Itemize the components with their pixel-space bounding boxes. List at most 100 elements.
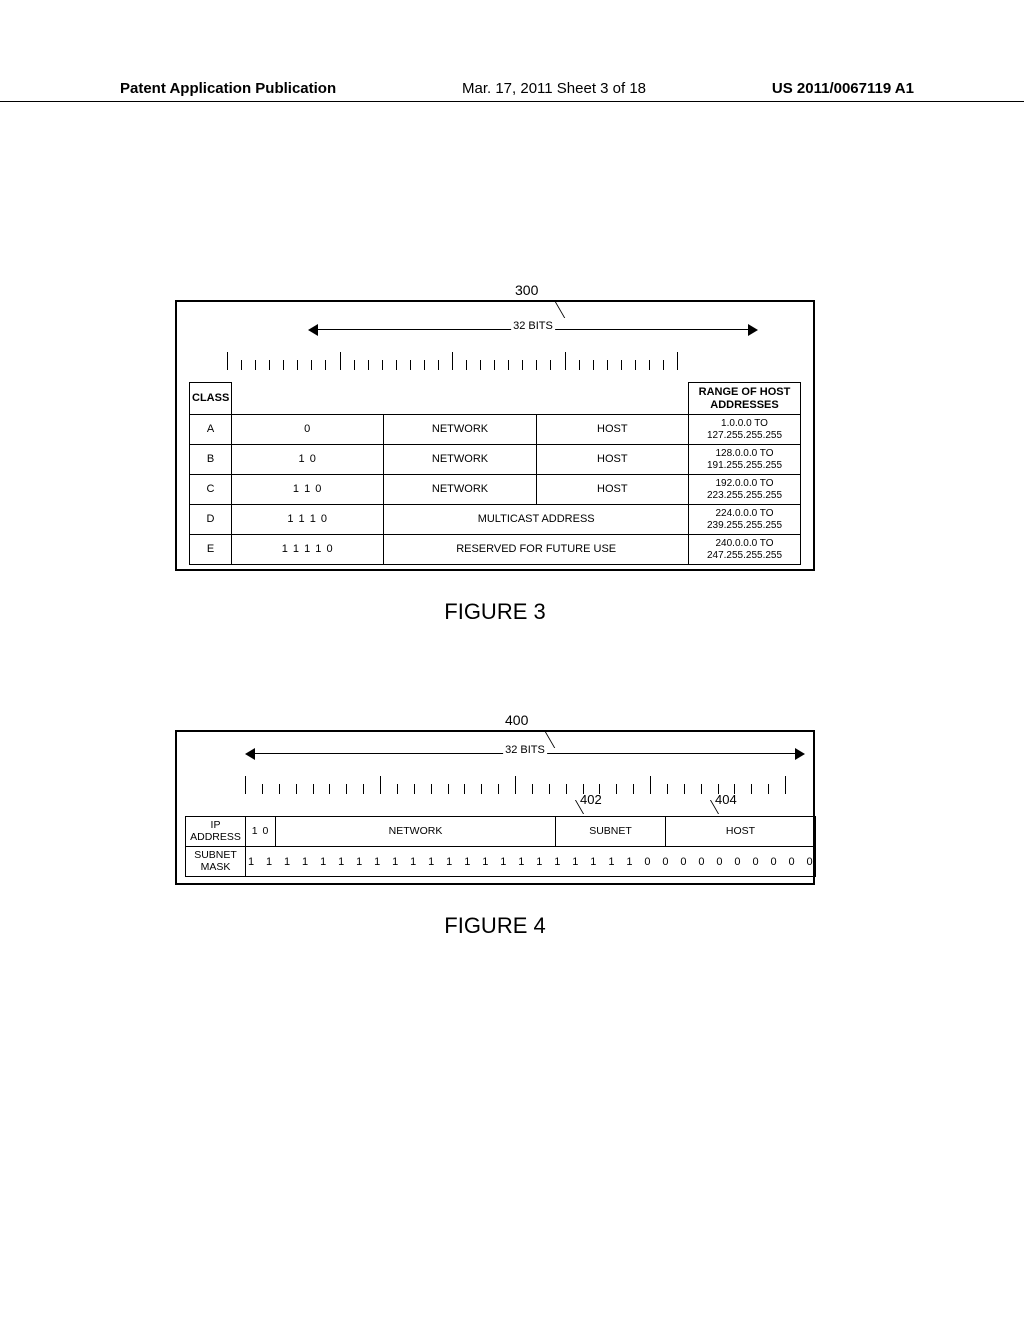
segment-cell: NETWORK [384, 445, 536, 475]
segment-cell: HOST [536, 445, 688, 475]
ruler-tick [269, 360, 270, 370]
ruler-tick [283, 360, 284, 370]
ruler-tick [701, 784, 702, 794]
mask-bits-cell: 11111111111111111111110000000000 [246, 847, 816, 877]
ruler-tick [633, 784, 634, 794]
table-header-range: RANGE OF HOST ADDRESSES [689, 383, 801, 415]
ruler-tick [515, 776, 516, 794]
table-row: E1 1 1 1 0RESERVED FOR FUTURE USE240.0.0… [190, 535, 801, 565]
ruler-tick [296, 784, 297, 794]
ruler-tick [667, 784, 668, 794]
ruler-tick [549, 784, 550, 794]
ruler-tick [354, 360, 355, 370]
ruler-tick [536, 360, 537, 370]
prefix-bits-cell: 1 1 0 [232, 475, 384, 505]
ruler-tick [325, 360, 326, 370]
mask-bit: 1 [536, 856, 542, 868]
ruler-tick [368, 360, 369, 370]
ruler-tick [621, 360, 622, 370]
ruler-tick [313, 784, 314, 794]
ruler-tick [466, 360, 467, 370]
segment-cell: SUBNET [556, 817, 666, 847]
figure-4-frame: 32 BITS 402404 IP ADDRESS1 0NETWORKSUBNE… [175, 730, 815, 885]
mask-bit: 1 [446, 856, 452, 868]
segment-cell: MULTICAST ADDRESS [384, 505, 689, 535]
ruler-tick [227, 352, 228, 370]
figure-4-bits-label: 32 BITS [503, 744, 547, 756]
mask-bit: 0 [788, 856, 794, 868]
class-cell: D [190, 505, 232, 535]
mask-bit: 1 [500, 856, 506, 868]
mask-bit: 1 [410, 856, 416, 868]
mask-bit: 1 [464, 856, 470, 868]
mask-bit: 1 [626, 856, 632, 868]
ruler-tick [346, 784, 347, 794]
ruler-tick [494, 360, 495, 370]
ruler-tick [635, 360, 636, 370]
ruler-tick [297, 360, 298, 370]
ruler-tick [565, 352, 566, 370]
mask-bit: 0 [698, 856, 704, 868]
subnet-mask-row: SUBNET MASK11111111111111111111110000000… [186, 847, 816, 877]
mask-bit: 0 [644, 856, 650, 868]
ruler-tick [452, 352, 453, 370]
ruler-tick [663, 360, 664, 370]
figure-4-caption: FIGURE 4 [175, 913, 815, 939]
mask-bit: 1 [374, 856, 380, 868]
mask-bit: 1 [392, 856, 398, 868]
figure-4-sub-callouts: 402404 [185, 796, 805, 816]
ip-address-row: IP ADDRESS1 0NETWORKSUBNETHOST [186, 817, 816, 847]
prefix-bits-cell: 1 1 1 1 0 [232, 535, 384, 565]
ruler-tick [498, 784, 499, 794]
ruler-tick [448, 784, 449, 794]
mask-bit: 0 [752, 856, 758, 868]
class-cell: A [190, 415, 232, 445]
header-mid: Mar. 17, 2011 Sheet 3 of 18 [462, 80, 646, 97]
sub-callout-label: 402 [580, 792, 602, 807]
ruler-tick [340, 352, 341, 370]
ruler-tick [380, 776, 381, 794]
figure-3-bits-arrow: 32 BITS [308, 320, 758, 340]
sub-callout-leader [548, 800, 584, 814]
ruler-tick [684, 784, 685, 794]
range-cell: 224.0.0.0 TO239.255.255.255 [689, 505, 801, 535]
range-cell: 192.0.0.0 TO223.255.255.255 [689, 475, 801, 505]
segment-cell: HOST [666, 817, 816, 847]
figure-3-caption: FIGURE 3 [175, 599, 815, 625]
ruler-tick [396, 360, 397, 370]
ruler-tick [464, 784, 465, 794]
table-header-class: CLASS [190, 383, 232, 415]
figure-3-table: CLASSRANGE OF HOST ADDRESSESA0NETWORKHOS… [189, 382, 801, 565]
ruler-tick [522, 360, 523, 370]
prefix-bits-cell: 1 0 [232, 445, 384, 475]
ruler-tick [438, 360, 439, 370]
figure-3-ruler [227, 346, 677, 370]
prefix-bits-cell: 1 0 [246, 817, 276, 847]
figure-4-bits-arrow: 32 BITS [245, 744, 805, 764]
mask-bit: 1 [266, 856, 272, 868]
figure-4: 400 32 BITS 402404 IP ADDRESS1 0NETWORKS… [175, 730, 815, 939]
mask-bit: 1 [338, 856, 344, 868]
mask-bit: 1 [608, 856, 614, 868]
prefix-bits-cell: 0 [232, 415, 384, 445]
mask-bit: 0 [680, 856, 686, 868]
mask-bit: 1 [320, 856, 326, 868]
mask-bit: 1 [572, 856, 578, 868]
ruler-tick [311, 360, 312, 370]
ruler-tick [431, 784, 432, 794]
segment-cell: RESERVED FOR FUTURE USE [384, 535, 689, 565]
table-row: A0NETWORKHOST1.0.0.0 TO127.255.255.255 [190, 415, 801, 445]
ruler-tick [550, 360, 551, 370]
mask-bit: 1 [590, 856, 596, 868]
range-cell: 128.0.0.0 TO191.255.255.255 [689, 445, 801, 475]
table-row: D1 1 1 0MULTICAST ADDRESS224.0.0.0 TO239… [190, 505, 801, 535]
mask-bit: 0 [806, 856, 812, 868]
mask-bit: 1 [302, 856, 308, 868]
ruler-tick [650, 776, 651, 794]
mask-bit: 0 [662, 856, 668, 868]
ruler-tick [677, 352, 678, 370]
mask-bit: 0 [770, 856, 776, 868]
mask-bit: 1 [554, 856, 560, 868]
ruler-tick [397, 784, 398, 794]
table-header-spacer [232, 383, 689, 415]
